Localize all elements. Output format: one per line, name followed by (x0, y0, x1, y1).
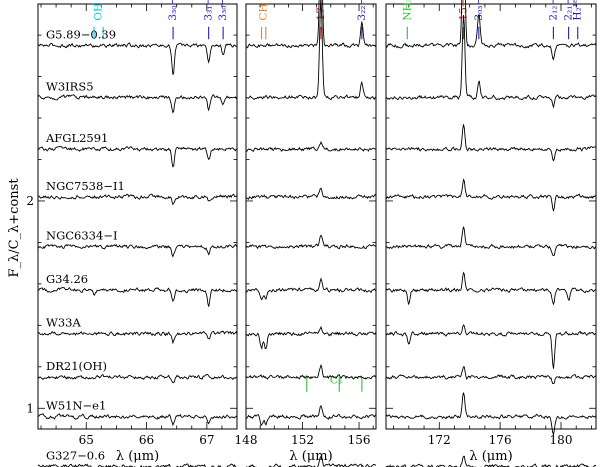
x-tick-label: 67 (199, 433, 214, 447)
line-id-label: 2₂₁−2₁₂ (563, 0, 575, 21)
spectrum-right (385, 271, 597, 306)
spectrum-left (37, 193, 238, 206)
source-name: W3IRS5 (46, 79, 94, 93)
spectrum-right (385, 124, 597, 162)
spectrum-left (37, 286, 238, 307)
line-id-marker: 17−16 (315, 0, 327, 40)
line-id-marker: H₂¹⁸O? (572, 0, 584, 40)
line-id-label: OH (93, 3, 105, 21)
spectrum-right (385, 324, 597, 369)
panel-middle: 148 152 156 λ (μm) CH 17−16 3₂₂−3₁₃ C₃ (235, 0, 377, 467)
line-id-marker: 3₃₀−2₂₁ (167, 0, 179, 40)
source-name: NGC6334−I (46, 229, 118, 243)
source-name: G5.89−0.39 (46, 27, 116, 41)
line-id-label: 2₁₂−1₀₁ (547, 0, 559, 21)
x-tick-label: 180 (550, 433, 573, 447)
spectrum-left (37, 94, 238, 114)
panel-right: 172 176 180 λ (μm) NH₃ 15−14 3₀₃−2₁₂ 2₁₂−1₀₁ 2₂₁… (385, 0, 597, 467)
source-name: DR21(OH) (46, 359, 107, 373)
source-name: AFGL2591 (45, 131, 108, 145)
spectrum-right (385, 455, 597, 467)
line-id-label: 3₀₃−2₁₂ (473, 0, 485, 21)
line-id-marker: 3₃₁−2₂₀ (203, 0, 215, 40)
line-id-marker: 15−14 (458, 0, 470, 40)
line-id-marker: 3₀₃−2₁₂ (473, 0, 485, 40)
line-id-marker: NH₃ (401, 0, 413, 40)
line-id-marker: 3₂₂−3₁₃ (356, 0, 368, 40)
spectrum-left (37, 330, 238, 345)
spectrum-left (37, 413, 238, 427)
spectrum-middle (245, 140, 377, 152)
spectrum-left (37, 373, 238, 384)
x-tick-label: 152 (291, 433, 314, 447)
line-id-marker: CH (258, 3, 270, 40)
x-axis-label: λ (μm) (469, 449, 512, 464)
line-id-label: 3₃₀−2₂₁ (167, 0, 179, 21)
x-tick-label: 176 (489, 433, 512, 447)
source-name: NGC7538−I1 (46, 179, 125, 193)
source-name: G327−0.6 (46, 448, 105, 462)
y-tick-label: 2 (26, 194, 34, 208)
spectrum-middle (245, 277, 377, 301)
line-id-label: 3₃₁−2₂₀ (203, 0, 215, 21)
spectrum-left (37, 463, 238, 467)
spectrum-middle (245, 363, 377, 380)
panel-frame (245, 3, 377, 430)
line-id-label: 15−14 (458, 0, 470, 21)
spectrum-left (37, 145, 238, 168)
spectrum-middle (245, 0, 377, 49)
spectrum-middle (245, 0, 377, 101)
panel-frame (37, 3, 238, 430)
x-tick-label: 156 (348, 433, 371, 447)
line-id-label: CH (258, 3, 270, 20)
x-tick-label: 65 (79, 433, 94, 447)
line-id-label: NH₃ (401, 0, 413, 21)
x-tick-label: 172 (428, 433, 451, 447)
line-id-label: 3₃₀−3₀₃ (217, 0, 229, 21)
panels: 65 66 67 λ (μm) 1 2 OH 3₃₀−2₂₁ 3₃₁−2₂₀ 3₃₀−3₀₃ G5.… (26, 0, 597, 467)
spectrum-middle (245, 455, 377, 467)
spectrum-right (385, 226, 597, 257)
spectrum-middle (245, 325, 377, 350)
line-id-label: 17−16 (315, 0, 327, 21)
line-id-marker: 2₁₂−1₀₁ (547, 0, 559, 40)
spectrum-right (385, 15, 597, 109)
source-name: G34.26 (46, 272, 88, 286)
line-id-marker: 2₂₁−2₁₂ (563, 0, 575, 40)
panel-left: 65 66 67 λ (μm) 1 2 OH 3₃₀−2₂₁ 3₃₁−2₂₀ 3₃₀−3₀₃ G5.… (26, 0, 238, 467)
x-axis-label: λ (μm) (289, 449, 332, 464)
spectrum-middle (245, 187, 377, 200)
line-id-marker: C₃ (306, 374, 363, 392)
spectrum-right (385, 0, 597, 61)
line-id-marker: OH (93, 3, 105, 40)
source-name: W51N−e1 (46, 399, 106, 413)
spectrum-right (385, 392, 597, 437)
spectrum-right (385, 366, 597, 385)
line-id-label: 3₂₂−3₁₃ (356, 0, 368, 21)
spectrum-left (37, 243, 238, 258)
spectrum-right (385, 178, 597, 212)
x-tick-label: 66 (139, 433, 154, 447)
spectrum-middle (245, 404, 377, 427)
x-tick-label: 148 (235, 433, 258, 447)
spectrum-middle (245, 234, 377, 250)
y-axis-label: F_λ/C_λ+const (7, 178, 22, 278)
panel-frame (385, 3, 597, 430)
x-axis-label: λ (μm) (116, 449, 159, 464)
spectrum-left (37, 42, 238, 75)
line-id-label: C₃ (330, 374, 342, 386)
y-tick-label: 1 (26, 401, 34, 415)
line-id-marker: 3₃₀−3₀₃ (217, 0, 229, 40)
source-name: W33A (46, 316, 81, 330)
line-id-label: H₂¹⁸O? (572, 0, 584, 21)
